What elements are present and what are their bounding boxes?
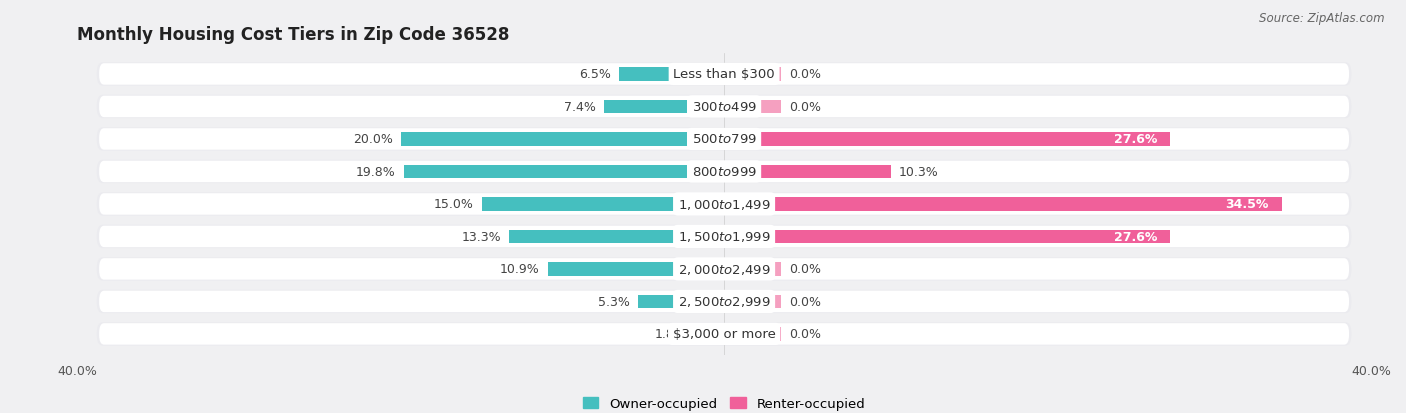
Bar xyxy=(404,165,724,179)
Text: 0.0%: 0.0% xyxy=(789,263,821,276)
FancyBboxPatch shape xyxy=(97,193,1351,216)
Bar xyxy=(724,263,780,276)
Bar xyxy=(724,295,780,309)
FancyBboxPatch shape xyxy=(100,161,1348,183)
Bar xyxy=(482,198,724,211)
Text: 10.9%: 10.9% xyxy=(501,263,540,276)
Bar xyxy=(724,68,780,82)
FancyBboxPatch shape xyxy=(97,323,1351,346)
Text: $1,000 to $1,499: $1,000 to $1,499 xyxy=(678,197,770,211)
Text: 0.0%: 0.0% xyxy=(789,68,821,81)
FancyBboxPatch shape xyxy=(100,194,1348,215)
Bar xyxy=(724,133,1170,146)
Text: 20.0%: 20.0% xyxy=(353,133,392,146)
FancyBboxPatch shape xyxy=(100,64,1348,85)
Bar xyxy=(548,263,724,276)
Text: Less than $300: Less than $300 xyxy=(673,68,775,81)
Text: Monthly Housing Cost Tiers in Zip Code 36528: Monthly Housing Cost Tiers in Zip Code 3… xyxy=(77,26,510,44)
Text: 27.6%: 27.6% xyxy=(1114,230,1157,243)
Text: 13.3%: 13.3% xyxy=(461,230,501,243)
Text: $300 to $499: $300 to $499 xyxy=(692,101,756,114)
Text: 10.3%: 10.3% xyxy=(898,166,938,178)
FancyBboxPatch shape xyxy=(97,95,1351,119)
Bar xyxy=(638,295,724,309)
Text: 19.8%: 19.8% xyxy=(356,166,396,178)
Text: 0.0%: 0.0% xyxy=(789,295,821,308)
Bar xyxy=(724,198,1282,211)
FancyBboxPatch shape xyxy=(97,63,1351,86)
Bar xyxy=(401,133,724,146)
Bar xyxy=(619,68,724,82)
Bar xyxy=(695,327,724,341)
Legend: Owner-occupied, Renter-occupied: Owner-occupied, Renter-occupied xyxy=(578,392,870,413)
Text: $1,500 to $1,999: $1,500 to $1,999 xyxy=(678,230,770,244)
FancyBboxPatch shape xyxy=(97,225,1351,249)
Text: 34.5%: 34.5% xyxy=(1226,198,1270,211)
Text: 7.4%: 7.4% xyxy=(564,101,596,114)
Text: $2,000 to $2,499: $2,000 to $2,499 xyxy=(678,262,770,276)
FancyBboxPatch shape xyxy=(100,226,1348,247)
FancyBboxPatch shape xyxy=(100,323,1348,345)
FancyBboxPatch shape xyxy=(97,258,1351,281)
FancyBboxPatch shape xyxy=(100,291,1348,312)
Bar xyxy=(724,327,780,341)
Bar xyxy=(724,165,890,179)
Text: 0.0%: 0.0% xyxy=(789,328,821,341)
Text: 6.5%: 6.5% xyxy=(579,68,612,81)
Text: 5.3%: 5.3% xyxy=(599,295,630,308)
Text: 27.6%: 27.6% xyxy=(1114,133,1157,146)
Text: $3,000 or more: $3,000 or more xyxy=(672,328,776,341)
Text: $800 to $999: $800 to $999 xyxy=(692,166,756,178)
Bar xyxy=(724,100,780,114)
FancyBboxPatch shape xyxy=(100,129,1348,150)
FancyBboxPatch shape xyxy=(100,97,1348,118)
FancyBboxPatch shape xyxy=(97,128,1351,151)
Bar xyxy=(724,230,1170,244)
Bar xyxy=(509,230,724,244)
Text: 15.0%: 15.0% xyxy=(433,198,474,211)
Text: $500 to $799: $500 to $799 xyxy=(692,133,756,146)
Text: $2,500 to $2,999: $2,500 to $2,999 xyxy=(678,295,770,309)
FancyBboxPatch shape xyxy=(97,290,1351,313)
Text: 1.8%: 1.8% xyxy=(655,328,688,341)
Text: Source: ZipAtlas.com: Source: ZipAtlas.com xyxy=(1260,12,1385,25)
FancyBboxPatch shape xyxy=(97,160,1351,184)
Bar xyxy=(605,100,724,114)
Text: 0.0%: 0.0% xyxy=(789,101,821,114)
FancyBboxPatch shape xyxy=(100,259,1348,280)
